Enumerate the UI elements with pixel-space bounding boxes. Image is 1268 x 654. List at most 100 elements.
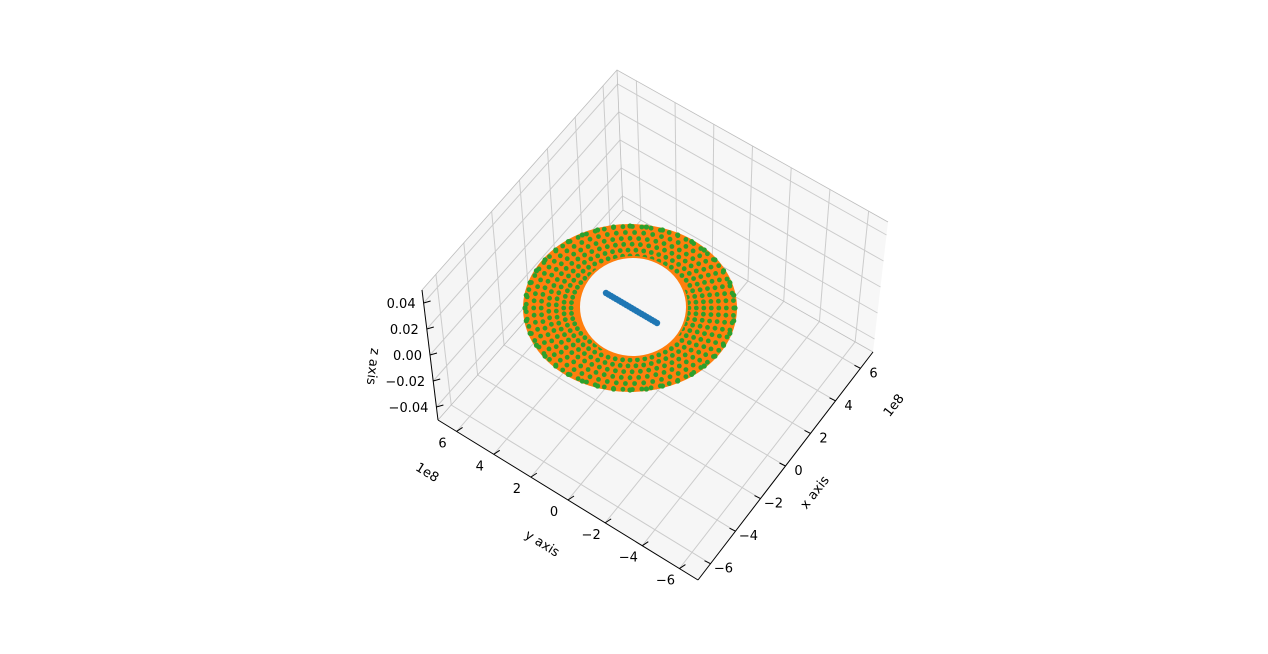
cylinder-point [569, 311, 574, 316]
cylinder-point [618, 236, 624, 242]
cylinder-point [563, 266, 569, 271]
cylinder-point [610, 249, 615, 255]
cylinder-point [559, 271, 564, 277]
cylinder-point [714, 319, 720, 324]
cylinder-point [554, 334, 560, 339]
cylinder-point [539, 312, 544, 318]
cylinder-point [564, 362, 570, 368]
cylinder-point [585, 367, 591, 372]
cylinder-point [723, 312, 729, 318]
cylinder-point [654, 365, 660, 371]
x-tick [854, 364, 861, 369]
cylinder-point [575, 338, 581, 343]
cylinder-point [629, 369, 635, 375]
cylinder-point [536, 266, 542, 272]
cylinder-point [705, 251, 710, 257]
cylinder-point [566, 337, 571, 343]
cylinder-point [571, 359, 577, 365]
cylinder-point [571, 277, 577, 283]
cylinder-point [641, 362, 647, 368]
cylinder-point [699, 293, 705, 299]
cylinder-point [686, 271, 692, 276]
cylinder-point [529, 331, 534, 336]
cylinder-point [702, 280, 707, 285]
cylinder-point [646, 367, 652, 373]
cylinder-point [551, 283, 557, 288]
cylinder-point [682, 352, 688, 358]
cylinder-point [589, 249, 595, 255]
cylinder-point [553, 308, 559, 314]
cylinder-point [564, 248, 570, 254]
cylinder-point [675, 233, 681, 239]
cylinder-point [683, 277, 689, 283]
cylinder-point [643, 386, 650, 392]
cylinder-point [683, 374, 689, 379]
cylinder-point [586, 346, 591, 352]
cylinder-point [566, 273, 571, 279]
cylinder-point [605, 354, 611, 360]
cylinder-point [570, 268, 576, 274]
x-tick [829, 397, 836, 402]
cylinder-point [587, 374, 593, 380]
cylinder-point [553, 248, 559, 254]
z-tick-label: −0.04 [389, 401, 429, 416]
cylinder-point [708, 346, 714, 352]
cylinder-point [579, 232, 585, 238]
cylinder-point [698, 246, 704, 251]
cylinder-point [575, 284, 580, 290]
cylinder-point [620, 224, 626, 230]
x-tick-label: 2 [819, 431, 827, 446]
cylinder-point [690, 256, 696, 262]
y-tick-label: 0 [550, 505, 558, 520]
cylinder-point [691, 276, 696, 281]
cylinder-point [632, 230, 637, 235]
cylinder-point [707, 318, 712, 324]
cylinder-point [731, 305, 737, 311]
z-tick [433, 378, 441, 382]
cylinder-point [681, 344, 687, 350]
cylinder-point [669, 264, 674, 270]
floor-gridline [604, 300, 785, 524]
cylinder-point [708, 299, 714, 304]
cylinder-point [703, 258, 709, 264]
cylinder-point [698, 365, 704, 370]
cylinder-point [551, 258, 557, 264]
cylinder-point [635, 357, 640, 363]
cylinder-point [553, 344, 559, 350]
cylinder-point [662, 363, 667, 369]
cylinder-point [727, 327, 733, 333]
cylinder-point [554, 277, 560, 282]
cylinder-point [697, 287, 703, 293]
cylinder-point [538, 277, 543, 283]
cylinder-point [562, 317, 568, 322]
cylinder-point [582, 335, 588, 341]
cylinder-point [557, 253, 563, 259]
y-axis-label: y axis [522, 528, 562, 561]
z-tick-label: 0.04 [387, 297, 416, 312]
cylinder-point [701, 299, 706, 305]
cylinder-point [641, 248, 647, 254]
cylinder-point [533, 319, 538, 325]
cylinder-point [568, 305, 574, 311]
cylinder-point [589, 362, 595, 367]
cylinder-point [561, 299, 567, 305]
y-tick-label: −6 [656, 574, 675, 589]
cylinder-point [593, 241, 599, 247]
cylinder-point [682, 258, 688, 264]
cylinder-point [690, 248, 696, 254]
cylinder-point [563, 345, 569, 350]
cylinder-point [571, 367, 577, 372]
cylinder-point [705, 272, 711, 278]
cylinder-point [705, 359, 710, 365]
cylinder-point [711, 354, 716, 359]
cylinder-point [576, 264, 581, 269]
cylinder-point [731, 313, 736, 318]
cylinder-point [562, 278, 567, 284]
cylinder-point [540, 319, 546, 324]
cylinder-point [683, 359, 689, 365]
z-ticks: −0.04 −0.02 0.00 0.02 0.04 [385, 297, 444, 416]
cylinder-point [602, 360, 608, 365]
y-tick-label: 6 [438, 436, 446, 451]
cylinder-point [586, 264, 591, 270]
cylinder-point [620, 357, 625, 363]
